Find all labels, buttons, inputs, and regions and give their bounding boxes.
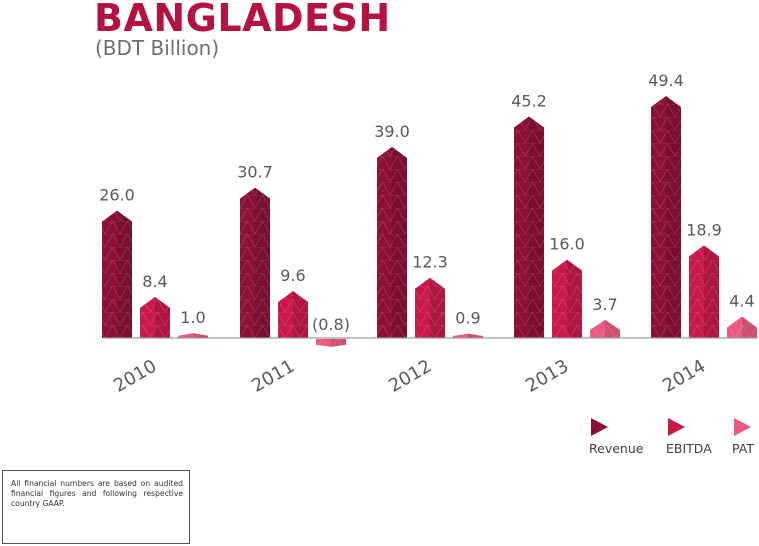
- legend-label-pat: PAT: [732, 441, 754, 456]
- legend-label-revenue: Revenue: [589, 441, 644, 456]
- revenue-bar-2012: [377, 146, 407, 338]
- legend-marker-revenue: [591, 418, 608, 436]
- ebitda-bar-2011: [278, 290, 308, 338]
- x-tick-label-2013: 2013: [522, 356, 572, 397]
- ebitda-bar-2014: [689, 245, 719, 338]
- x-tick-label-2012: 2012: [385, 356, 435, 397]
- ebitda-value-label-2013: 16.0: [549, 235, 585, 254]
- pat-value-label-2011: (0.8): [312, 315, 350, 334]
- pat-value-label-2013: 3.7: [592, 295, 617, 314]
- pat-value-label-2010: 1.0: [180, 308, 205, 327]
- pat-value-label-2012: 0.9: [455, 309, 480, 328]
- revenue-bar-2013: [514, 116, 544, 339]
- legend-item-revenue: Revenue: [589, 418, 644, 456]
- ebitda-bar-2010: [140, 296, 170, 338]
- revenue-bar-2014: [651, 95, 681, 338]
- legend-item-pat: PAT: [732, 418, 754, 456]
- pat-bar-2014: [727, 316, 757, 338]
- legend-label-ebitda: EBITDA: [666, 441, 712, 456]
- pat-bar-2013: [590, 319, 620, 338]
- revenue-value-label-2012: 39.0: [374, 122, 410, 141]
- ebitda-value-label-2014: 18.9: [686, 220, 722, 239]
- legend-item-ebitda: EBITDA: [666, 418, 712, 456]
- pat-value-label-2014: 4.4: [729, 291, 754, 310]
- ebitda-bar-2013: [552, 259, 582, 338]
- chart-subtitle: (BDT Billion): [95, 36, 220, 60]
- chart-title: BANGLADESH: [94, 0, 391, 40]
- ebitda-value-label-2012: 12.3: [412, 253, 448, 272]
- revenue-value-label-2013: 45.2: [511, 92, 547, 111]
- pat-bar-2011: [316, 339, 346, 347]
- revenue-value-label-2014: 49.4: [648, 71, 684, 90]
- x-tick-label-2010: 2010: [110, 356, 160, 397]
- legend-marker-ebitda: [668, 418, 685, 436]
- pat-bar-2010: [178, 333, 208, 338]
- revenue-bar-2011: [240, 187, 270, 338]
- ebitda-value-label-2011: 9.6: [280, 266, 305, 285]
- revenue-bar-2010: [102, 210, 132, 338]
- pat-bar-2012: [453, 333, 483, 338]
- revenue-value-label-2010: 26.0: [99, 186, 135, 205]
- x-tick-label-2011: 2011: [248, 356, 298, 397]
- revenue-value-label-2011: 30.7: [237, 163, 273, 182]
- ebitda-bar-2012: [415, 277, 445, 338]
- footnote: All financial numbers are based on audit…: [2, 470, 190, 544]
- ebitda-value-label-2010: 8.4: [142, 272, 167, 291]
- x-tick-label-2014: 2014: [659, 356, 709, 397]
- legend-marker-pat: [734, 418, 751, 436]
